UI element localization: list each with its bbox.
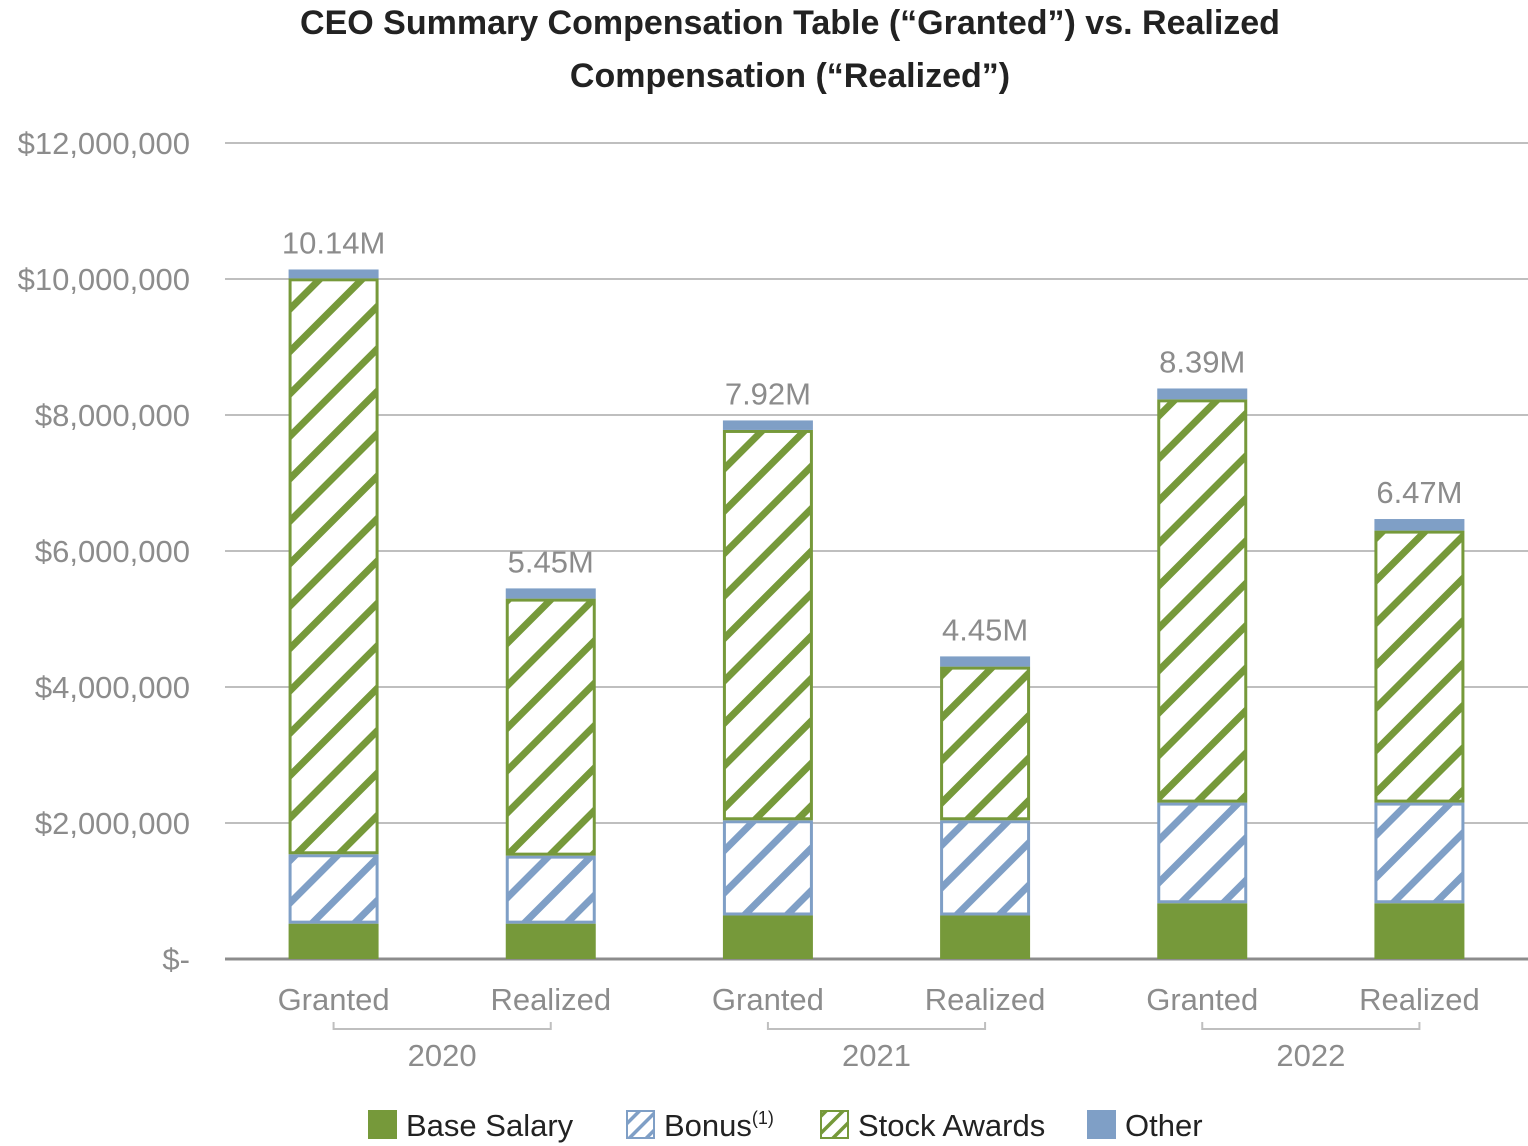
bar-segment-base-salary (1374, 903, 1465, 959)
bar-segment-other (940, 656, 1031, 667)
bars (288, 269, 1465, 959)
legend-label-stock-awards: Stock Awards (858, 1108, 1045, 1143)
y-tick-label: $2,000,000 (35, 806, 190, 841)
x-tick-label: Granted (712, 982, 824, 1017)
y-tick-label: $6,000,000 (35, 534, 190, 569)
bar-segment-bonus (288, 854, 379, 924)
bar-segment-stock-awards (722, 429, 813, 821)
y-tick-label: $4,000,000 (35, 670, 190, 705)
x-axis-ticks: Granted Realized Granted Realized Granted Rea… (278, 982, 1480, 1017)
year-group-label: 2021 (842, 1038, 911, 1073)
bar-segment-bonus (1374, 802, 1465, 904)
total-labels: 10.14M 5.45M 7.92M 4.45M 8.39M 6.47M (282, 225, 1463, 647)
year-group-label: 2020 (408, 1038, 477, 1073)
x-tick-label: Realized (1359, 982, 1480, 1017)
legend-swatch-other (1087, 1110, 1116, 1139)
bar-segment-other (1374, 519, 1465, 531)
bar-total-label: 8.39M (1159, 344, 1245, 379)
y-tick-label: $12,000,000 (18, 126, 190, 161)
bar-segment-stock-awards (1374, 530, 1465, 803)
bar-segment-bonus (505, 855, 596, 924)
bar-segment-base-salary (940, 915, 1031, 959)
y-tick-label: $10,000,000 (18, 262, 190, 297)
bar-total-label: 5.45M (508, 544, 594, 579)
year-groups: 2020 2021 2022 (332, 1022, 1421, 1073)
bar-segment-bonus (1157, 802, 1248, 904)
bar-total-label: 4.45M (942, 612, 1028, 647)
group-bracket (1201, 1022, 1421, 1030)
bar-segment-other (722, 420, 813, 430)
year-group-label: 2022 (1276, 1038, 1345, 1073)
legend-label-bonus: Bonus(1) (664, 1108, 774, 1143)
bar-segment-other (505, 588, 596, 599)
legend: Base Salary Bonus(1) Stock Awards Other (368, 1108, 1203, 1143)
chart-title-line-1: CEO Summary Compensation Table (“Granted… (300, 4, 1280, 42)
legend-swatch-base-salary (368, 1110, 397, 1139)
chart-title-line-2: Compensation (“Realized”) (570, 57, 1010, 95)
bar-total-label: 6.47M (1376, 475, 1462, 510)
group-bracket (332, 1022, 552, 1030)
bar-segment-bonus (940, 820, 1031, 916)
bar-segment-bonus (722, 820, 813, 916)
grid-lines (225, 142, 1528, 961)
legend-label-base-salary: Base Salary (406, 1108, 574, 1143)
bar-segment-base-salary (1157, 903, 1248, 959)
bar-segment-stock-awards (940, 666, 1031, 821)
legend-swatch-bonus (626, 1110, 655, 1139)
bar-segment-stock-awards (1157, 399, 1248, 803)
group-bracket (766, 1022, 987, 1030)
x-tick-label: Granted (1146, 982, 1258, 1017)
bar-segment-base-salary (722, 915, 813, 959)
bar-total-label: 10.14M (282, 225, 385, 260)
bar-segment-stock-awards (288, 278, 379, 855)
bar-segment-other (288, 269, 379, 279)
x-tick-label: Granted (278, 982, 390, 1017)
x-tick-label: Realized (925, 982, 1046, 1017)
y-tick-label: $8,000,000 (35, 398, 190, 433)
x-tick-label: Realized (490, 982, 611, 1017)
y-axis-ticks: $- $2,000,000 $4,000,000 $6,000,000 $8,000,0… (18, 126, 190, 977)
bar-segment-other (1157, 388, 1248, 400)
bar-segment-stock-awards (505, 598, 596, 856)
legend-label-other: Other (1125, 1108, 1203, 1143)
bar-segment-base-salary (288, 923, 379, 959)
legend-swatch-stock-awards (820, 1110, 849, 1139)
y-tick-label: $- (162, 942, 190, 977)
bar-total-label: 7.92M (725, 376, 811, 411)
bar-segment-base-salary (505, 923, 596, 959)
